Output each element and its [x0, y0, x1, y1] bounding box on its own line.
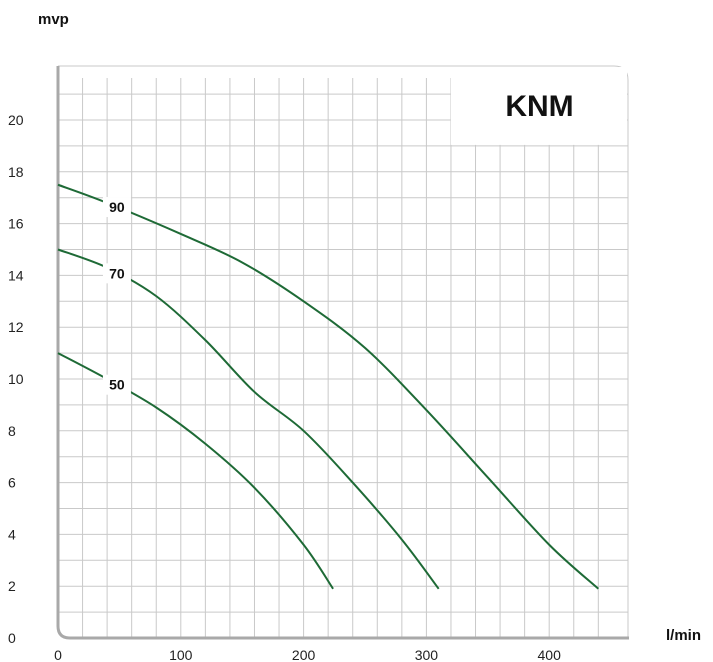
series-label-bg: [102, 374, 131, 395]
series-label-70: 70: [109, 265, 125, 281]
x-tick-label: 300: [415, 647, 439, 662]
y-tick-label: 6: [8, 475, 16, 491]
x-tick-label: 0: [54, 647, 62, 662]
x-tick-label: 400: [538, 647, 562, 662]
axis-lines: [56, 66, 630, 640]
series-label-90: 90: [109, 199, 125, 215]
series-label-bg: [102, 197, 131, 218]
x-tick-label: 200: [292, 647, 316, 662]
y-tick-label: 2: [8, 578, 16, 594]
y-tick-label: 10: [8, 371, 24, 387]
chart-frame: [58, 65, 629, 638]
y-tick-label: 12: [8, 319, 24, 335]
series-line-50: [57, 352, 334, 590]
y-axis-label: mvp: [38, 11, 69, 28]
chart-axes: [56, 66, 630, 640]
frame-outline: [58, 65, 629, 638]
series-line-90: [57, 183, 599, 590]
y-axis-ticks: 0 2 4 6 8 10 12 14 16 18 20: [8, 112, 24, 646]
series-label-bg: [102, 263, 131, 284]
x-axis-ticks: 0 100 200 300 400: [54, 647, 561, 662]
chart-title: KNM: [505, 90, 573, 123]
y-tick-label: 20: [8, 112, 24, 128]
chart-grid: [58, 78, 628, 638]
y-tick-label: 16: [8, 216, 24, 232]
y-tick-label: 0: [8, 630, 16, 646]
y-tick-label: 14: [8, 267, 24, 283]
y-tick-label: 4: [8, 526, 16, 542]
y-tick-label: 18: [8, 164, 24, 180]
title-box: [450, 67, 627, 145]
series-curves: 90 70 50: [57, 183, 599, 590]
series-line-70: [57, 248, 440, 590]
series-label-50: 50: [109, 377, 125, 393]
x-tick-label: 100: [169, 647, 193, 662]
x-axis-label: l/min: [666, 627, 701, 644]
y-tick-label: 8: [8, 423, 16, 439]
